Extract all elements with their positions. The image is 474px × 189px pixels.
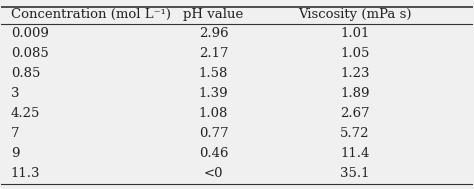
- Text: 4.25: 4.25: [11, 107, 40, 120]
- Text: 1.05: 1.05: [340, 47, 370, 60]
- Text: Concentration (mol L⁻¹): Concentration (mol L⁻¹): [11, 8, 171, 21]
- Text: 2.96: 2.96: [199, 27, 228, 40]
- Text: 3: 3: [11, 87, 19, 100]
- Text: 0.77: 0.77: [199, 127, 228, 140]
- Text: <0: <0: [204, 167, 223, 180]
- Text: 1.01: 1.01: [340, 27, 370, 40]
- Text: 2.67: 2.67: [340, 107, 370, 120]
- Text: 11.4: 11.4: [340, 147, 370, 160]
- Text: 0.009: 0.009: [11, 27, 49, 40]
- Text: Viscosity (mPa s): Viscosity (mPa s): [298, 8, 411, 21]
- Text: 1.58: 1.58: [199, 67, 228, 80]
- Text: 0.46: 0.46: [199, 147, 228, 160]
- Text: 0.85: 0.85: [11, 67, 40, 80]
- Text: 1.39: 1.39: [199, 87, 228, 100]
- Text: 7: 7: [11, 127, 19, 140]
- Text: 9: 9: [11, 147, 19, 160]
- Text: 5.72: 5.72: [340, 127, 370, 140]
- Text: 11.3: 11.3: [11, 167, 40, 180]
- Text: 2.17: 2.17: [199, 47, 228, 60]
- Text: 1.89: 1.89: [340, 87, 370, 100]
- Text: 35.1: 35.1: [340, 167, 370, 180]
- Text: 1.23: 1.23: [340, 67, 370, 80]
- Text: pH value: pH value: [183, 8, 244, 21]
- Text: 1.08: 1.08: [199, 107, 228, 120]
- Text: 0.085: 0.085: [11, 47, 48, 60]
